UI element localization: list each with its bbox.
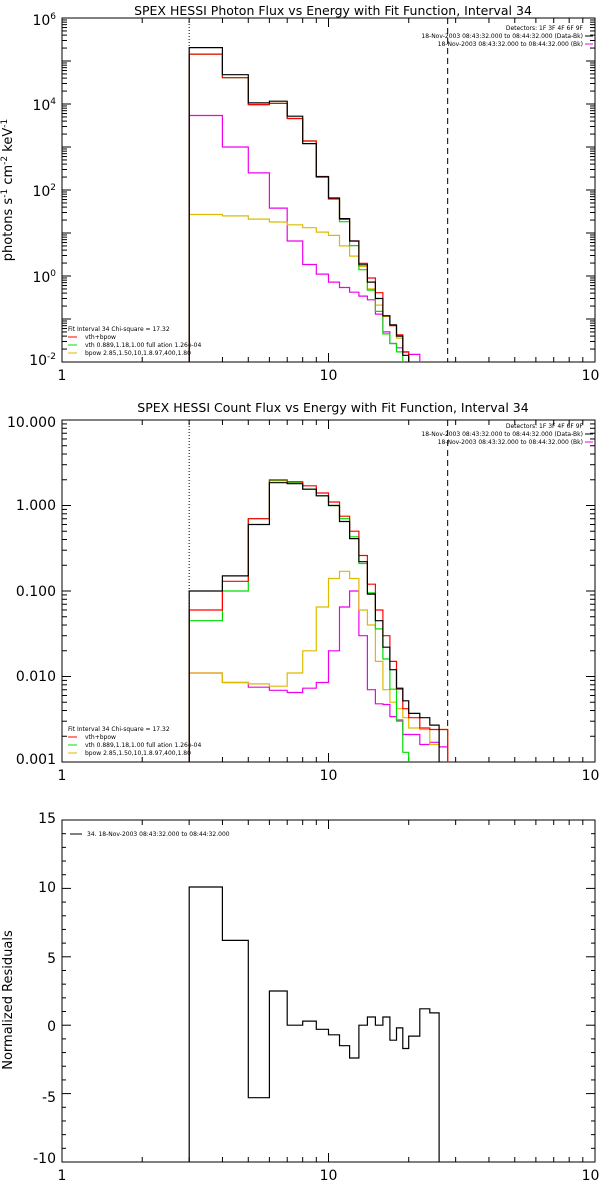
y-tick-label: 10.000	[7, 415, 56, 431]
detectors-label: Detectors: 1F 3F 4F 6F 9F	[506, 25, 584, 32]
y-tick-label: 10	[38, 880, 56, 896]
y-tick-label: 104	[32, 97, 56, 114]
header-bk-label: 18-Nov-2003 08:43:32.000 to 08:44:32.000…	[438, 439, 583, 446]
series-total-line	[188, 53, 449, 362]
count-flux-fit-legend: Fit Interval 34 Chi-square = 17.32 vth+b…	[68, 726, 201, 757]
series-data-line	[188, 482, 449, 762]
legend-bpow-label: bpow 2.85,1.50,10,1.8.97,400,1.80	[85, 750, 191, 757]
photon-flux-panel: SPEX HESSI Photon Flux vs Energy with Fi…	[0, 3, 593, 369]
x-tick-label: 1	[58, 768, 67, 784]
chart-marks: 1 10 100 1 10 100 1 10 100	[58, 17, 600, 1184]
residuals-y-axis-label: Normalized Residuals	[1, 930, 16, 1070]
fit-interval-label: Fit Interval 34 Chi-square = 17.32	[68, 326, 170, 333]
series-vth-line	[188, 480, 449, 762]
legend-vth-label: vth 0.889,1.18,1.00 full ation 1.26e-04	[85, 742, 201, 749]
x-tick-label: 1	[58, 1168, 67, 1184]
x-tick-label: 100	[582, 768, 600, 784]
fit-interval-label: Fit Interval 34 Chi-square = 17.32	[68, 726, 170, 733]
photon-flux-header: Detectors: 1F 3F 4F 6F 9F 18-Nov-2003 08…	[421, 25, 593, 48]
photon-flux-fit-legend: Fit Interval 34 Chi-square = 17.32 vth+b…	[68, 326, 201, 357]
y-tick-label: 100	[32, 269, 56, 286]
y-tick-label: 0.010	[16, 669, 56, 685]
y-tick-label: 1.000	[16, 498, 56, 514]
series-bkg-line	[188, 114, 449, 362]
photon-flux-title: SPEX HESSI Photon Flux vs Energy with Fi…	[134, 3, 532, 18]
series-residuals-line	[188, 886, 440, 1162]
series-data-line	[188, 47, 449, 362]
legend-total-label: vth+bpow	[85, 734, 116, 741]
count-flux-panel: SPEX HESSI Count Flux vs Energy with Fit…	[7, 400, 593, 768]
x-tick-label: 100	[582, 1168, 600, 1184]
x-tick-label: 100	[582, 368, 600, 384]
count-flux-title: SPEX HESSI Count Flux vs Energy with Fit…	[137, 400, 528, 415]
residuals-tick-labels: -10 -5 0 5 10 15	[33, 811, 56, 1167]
series-vth-line	[188, 53, 449, 362]
x-tick-label: 10	[320, 768, 338, 784]
y-tick-label: 5	[47, 951, 56, 967]
header-bk-label: 18-Nov-2003 08:43:32.000 to 08:44:32.000…	[438, 41, 583, 48]
count-flux-tick-labels: 0.001 0.010 0.100 1.000 10.000	[7, 415, 56, 768]
residuals-panel: Normalized Residuals -10 -5 0 5 10 15 34…	[1, 811, 230, 1167]
count-flux-header: Detectors: 1F 3F 4F 6F 9F 18-Nov-2003 08…	[421, 423, 593, 446]
legend-vth-label: vth 0.889,1.18,1.00 full ation 1.26e-04	[85, 342, 201, 349]
y-tick-label: -10	[33, 1151, 56, 1167]
series-bpow-line	[188, 570, 449, 762]
legend-bpow-label: bpow 2.85,1.50,10,1.8.97,400,1.80	[85, 350, 191, 357]
detectors-label: Detectors: 1F 3F 4F 6F 9F	[506, 423, 584, 430]
y-tick-label: 15	[38, 811, 56, 827]
x-tick-label: 10	[320, 1168, 338, 1184]
y-tick-label: 0.100	[16, 584, 56, 600]
y-tick-label: 0.001	[16, 752, 56, 768]
series-bpow-line	[188, 213, 449, 362]
x-tick-label: 1	[58, 368, 67, 384]
photon-flux-tick-labels: 10-2 100 102 104 106	[29, 12, 56, 369]
x-tick-label: 10	[320, 368, 338, 384]
series-bkg-line	[188, 590, 449, 762]
y-tick-label: 10-2	[29, 352, 56, 369]
y-tick-label: -5	[42, 1090, 56, 1106]
header-data-label: 18-Nov-2003 08:43:32.000 to 08:44:32.000…	[421, 431, 583, 438]
residuals-legend-label: 34. 18-Nov-2003 08:43:32.000 to 08:44:32…	[87, 831, 230, 838]
plot-frame	[61, 819, 596, 1163]
header-data-label: 18-Nov-2003 08:43:32.000 to 08:44:32.000…	[421, 33, 583, 40]
y-tick-label: 102	[32, 183, 56, 200]
photon-flux-y-axis-label: photons s-1 cm-2 keV-1	[0, 119, 16, 261]
legend-total-label: vth+bpow	[85, 334, 116, 341]
y-tick-label: 106	[32, 12, 56, 29]
y-tick-label: 0	[47, 1019, 56, 1035]
